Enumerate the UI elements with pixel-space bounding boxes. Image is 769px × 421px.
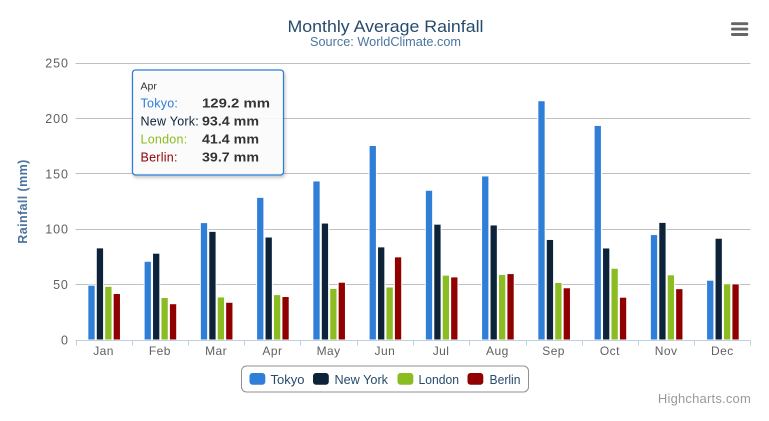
svg-text:50: 50	[53, 278, 69, 292]
svg-text:London: London	[419, 373, 460, 387]
svg-text:200: 200	[45, 112, 69, 126]
svg-text:39.7 mm: 39.7 mm	[202, 151, 259, 165]
svg-text:150: 150	[45, 167, 69, 181]
svg-text:New York: New York	[335, 373, 389, 387]
svg-text:London:: London:	[141, 133, 188, 147]
svg-text:Nov: Nov	[655, 344, 678, 358]
svg-text:Jun: Jun	[375, 344, 396, 358]
svg-text:Jul: Jul	[433, 344, 450, 358]
svg-text:Jan: Jan	[93, 344, 114, 358]
svg-text:129.2 mm: 129.2 mm	[202, 97, 270, 111]
svg-text:Rainfall (mm): Rainfall (mm)	[16, 159, 30, 243]
svg-text:Aug: Aug	[486, 344, 509, 358]
svg-text:Dec: Dec	[711, 344, 734, 358]
svg-text:Source: WorldClimate.com: Source: WorldClimate.com	[310, 35, 461, 49]
svg-text:Tokyo: Tokyo	[271, 373, 305, 387]
svg-text:Mar: Mar	[205, 344, 227, 358]
svg-text:May: May	[317, 344, 341, 358]
svg-text:Berlin: Berlin	[490, 373, 521, 387]
svg-text:Tokyo:: Tokyo:	[141, 97, 179, 111]
svg-text:Berlin:: Berlin:	[141, 151, 178, 165]
svg-text:93.4 mm: 93.4 mm	[202, 115, 259, 129]
svg-text:Sep: Sep	[542, 344, 565, 358]
svg-text:Monthly Average Rainfall: Monthly Average Rainfall	[288, 17, 484, 36]
svg-text:Feb: Feb	[149, 344, 171, 358]
svg-text:Highcharts.com: Highcharts.com	[658, 391, 751, 406]
svg-text:0: 0	[61, 334, 69, 348]
svg-text:New York:: New York:	[141, 115, 200, 129]
svg-text:250: 250	[45, 57, 69, 71]
svg-text:Oct: Oct	[600, 344, 620, 358]
svg-text:Apr: Apr	[141, 81, 158, 93]
svg-text:41.4 mm: 41.4 mm	[202, 133, 259, 147]
svg-text:Apr: Apr	[262, 344, 282, 358]
svg-text:100: 100	[45, 223, 69, 237]
